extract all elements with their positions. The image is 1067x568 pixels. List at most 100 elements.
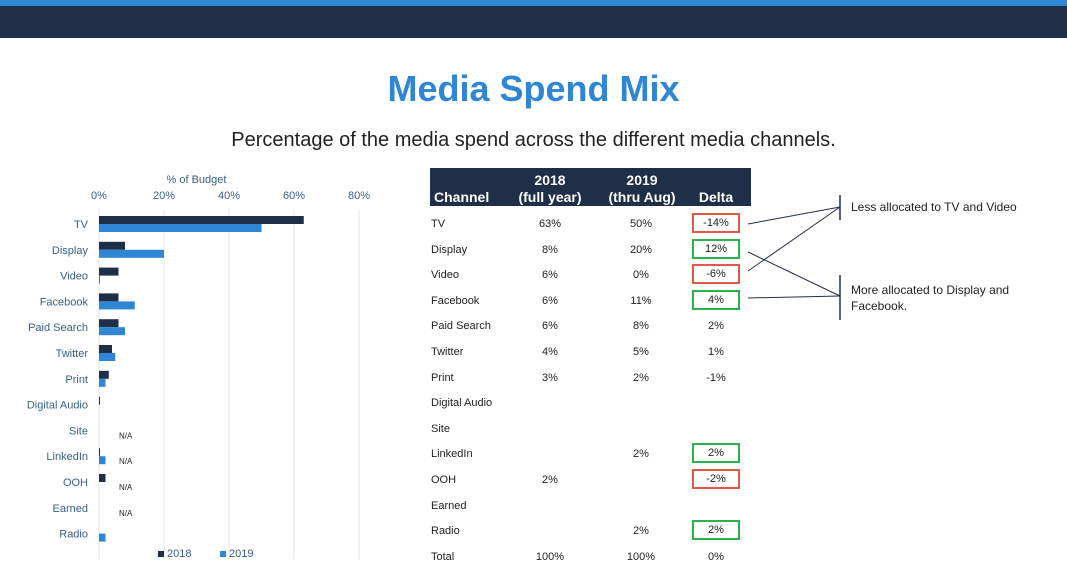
row-2019: 2%: [633, 525, 649, 537]
header-2018-year: 2018: [534, 172, 566, 188]
row-delta: -1%: [706, 372, 726, 384]
header-2019-year: 2019: [626, 172, 658, 188]
row-2019: 100%: [626, 551, 656, 563]
row-channel: Facebook: [431, 295, 480, 307]
bar-2019: [99, 533, 106, 542]
na-annotation: N/A: [119, 483, 133, 492]
x-tick-label: 40%: [218, 190, 240, 202]
header-channel: Channel: [434, 189, 490, 205]
row-2018: 63%: [538, 218, 562, 230]
legend-label-2018: 2018: [167, 548, 191, 560]
row-2019: [606, 499, 676, 513]
category-label: OOH: [63, 477, 88, 489]
x-tick-label: 80%: [348, 190, 370, 202]
row-2018: 8%: [542, 244, 558, 256]
bar-2018: [99, 396, 100, 405]
bar-2018: [99, 448, 100, 457]
row-channel: Print: [431, 372, 454, 384]
bar-2018: [99, 345, 112, 353]
na-annotation: N/A: [119, 509, 133, 518]
row-channel: LinkedIn: [431, 448, 473, 460]
category-label: Twitter: [56, 348, 89, 360]
row-channel: Paid Search: [431, 320, 491, 332]
category-label: Video: [60, 271, 88, 283]
row-channel: Display: [431, 244, 468, 256]
row-2019: 11%: [630, 295, 652, 307]
row-delta-highlight: 12%: [692, 239, 740, 259]
table-header: Channel 2018 (full year) 2019 (thru Aug)…: [430, 168, 751, 206]
legend-swatch-2019: [220, 551, 226, 557]
row-2018: [515, 499, 585, 513]
row-2018: 6%: [542, 295, 558, 307]
row-2019: 50%: [629, 218, 653, 230]
row-2018: 6%: [542, 269, 558, 281]
row-2019: [606, 422, 676, 436]
bar-2018: [99, 370, 109, 379]
header-2018-period: (full year): [518, 189, 582, 205]
row-2018: 6%: [542, 320, 558, 332]
header-bar: [0, 6, 1067, 38]
row-2019: 2%: [633, 372, 649, 384]
bar-2019: [99, 353, 116, 361]
top-accent-bar: [0, 0, 1067, 6]
callout-more-allocated-line2: Facebook.: [851, 299, 908, 313]
row-delta-highlight: 2%: [692, 520, 740, 540]
bar-2019: [99, 275, 100, 284]
x-axis-label: % of Budget: [167, 174, 227, 186]
row-delta-highlight: -6%: [692, 264, 740, 284]
row-channel: Video: [431, 269, 459, 281]
row-2019: [606, 396, 676, 410]
category-label: LinkedIn: [46, 451, 88, 463]
category-label: Print: [65, 374, 88, 386]
bar-2019: [99, 249, 164, 258]
category-label: Paid Search: [28, 322, 88, 334]
row-2018: 3%: [542, 372, 558, 384]
bar-2019: [99, 224, 262, 232]
page-subtitle: Percentage of the media spend across the…: [231, 129, 836, 151]
row-channel: Total: [431, 551, 455, 563]
row-2018: [515, 447, 585, 461]
bar-2018: [99, 293, 119, 302]
row-channel: Digital Audio: [431, 397, 493, 409]
row-2018: [515, 422, 585, 436]
row-2019: 2%: [633, 448, 649, 460]
row-delta-highlight: 2%: [692, 443, 740, 463]
row-channel: Twitter: [431, 346, 464, 358]
category-label: Digital Audio: [27, 400, 88, 412]
bar-2019: [99, 327, 125, 336]
callout-less-allocated: Less allocated to TV and Video: [851, 200, 1017, 214]
legend-swatch-2018: [158, 551, 164, 557]
row-delta: 1%: [708, 346, 724, 358]
row-2019: 8%: [633, 320, 649, 332]
row-2019: 0%: [633, 269, 649, 281]
x-tick-label: 60%: [283, 190, 305, 202]
header-2019-period: (thru Aug): [608, 189, 676, 205]
row-2018: 100%: [535, 551, 565, 563]
category-label: Earned: [53, 503, 88, 515]
row-2018: [515, 396, 585, 410]
row-channel: Site: [431, 423, 450, 435]
bar-2018: [99, 216, 304, 224]
row-delta-highlight: -2%: [692, 469, 740, 489]
category-label: Radio: [59, 529, 88, 541]
category-label: Site: [69, 425, 88, 437]
header-delta: Delta: [698, 189, 734, 205]
budget-bar-chart: % of Budget 0% 20% 40% 60% 80% TV Display Video F…: [27, 174, 370, 560]
row-delta: 2%: [708, 320, 724, 332]
row-2018: [515, 524, 585, 538]
row-channel: Radio: [431, 525, 460, 537]
na-annotation: N/A: [119, 457, 133, 466]
page-title: Media Spend Mix: [387, 68, 680, 109]
row-2018: 2%: [542, 474, 558, 486]
row-channel: Earned: [431, 500, 467, 512]
row-2019: 20%: [629, 244, 653, 256]
category-label: TV: [74, 219, 89, 231]
bar-2019: [99, 301, 135, 310]
row-delta: 0%: [708, 551, 724, 563]
bar-2018: [99, 267, 119, 276]
bar-2019: [99, 456, 106, 465]
x-tick-label: 0%: [91, 190, 107, 202]
x-tick-label: 20%: [153, 190, 175, 202]
callout-more-allocated-line1: More allocated to Display and: [851, 283, 1010, 297]
bar-2018: [99, 474, 106, 482]
